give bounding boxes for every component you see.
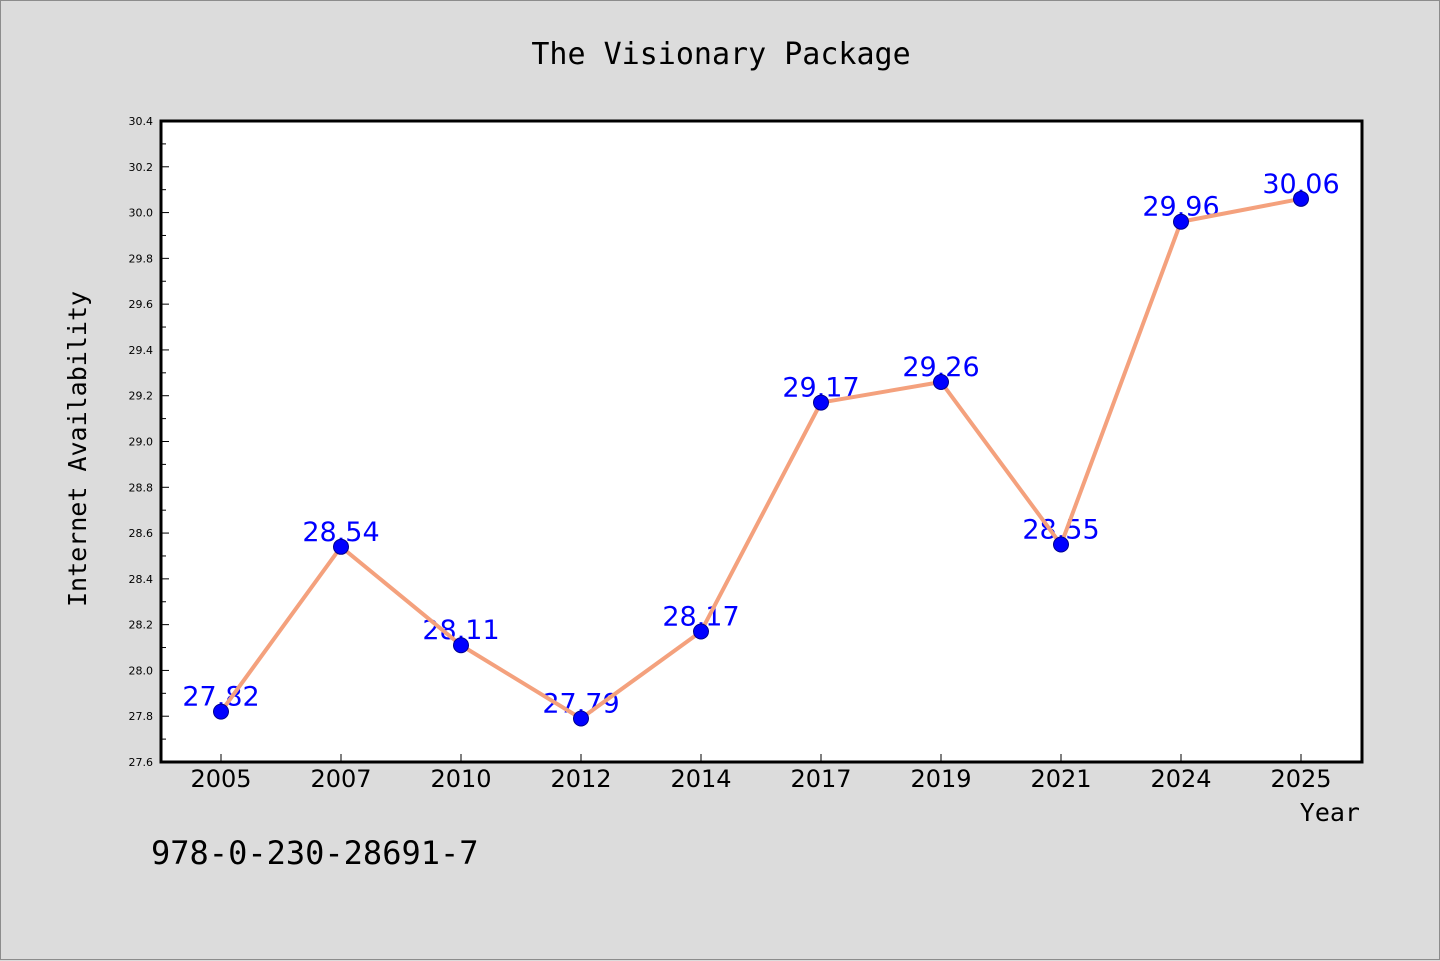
data-point xyxy=(453,637,469,654)
plot-area xyxy=(159,119,1364,764)
isbn-text: 978-0-230-28691-7 xyxy=(151,834,479,872)
y-axis: 27.6 27.8 28.0 28.2 28.4 28.6 28.8 29.0 29.2 29.4… xyxy=(129,115,169,769)
x-axis-label: Year xyxy=(1300,798,1360,827)
x-tick-label: 2024 xyxy=(1150,765,1211,793)
y-tick-label: 30.4 xyxy=(129,115,154,128)
y-tick-label: 27.6 xyxy=(129,756,154,769)
y-tick-label: 30.0 xyxy=(129,207,154,220)
data-point xyxy=(213,703,229,720)
y-tick-label: 29.8 xyxy=(129,252,154,265)
x-axis: 2005 2007 2010 2012 2014 2017 2019 2021 2024 2025 xyxy=(190,754,1332,793)
x-tick-label: 2014 xyxy=(670,765,731,793)
y-tick-label: 29.0 xyxy=(129,436,154,449)
series-line xyxy=(219,196,1302,721)
data-point xyxy=(813,394,829,411)
data-point xyxy=(573,710,589,727)
data-point xyxy=(1053,536,1069,553)
data-point xyxy=(1293,190,1309,207)
x-tick-label: 2012 xyxy=(550,765,611,793)
y-tick-label: 28.4 xyxy=(129,573,154,586)
chart-title: The Visionary Package xyxy=(531,37,910,72)
data-point xyxy=(693,623,709,640)
x-tick-label: 2010 xyxy=(430,765,491,793)
y-tick-label: 28.6 xyxy=(129,527,154,540)
x-tick-label: 2017 xyxy=(790,765,851,793)
y-axis-label: Internet Availability xyxy=(63,291,92,607)
x-tick-label: 2021 xyxy=(1030,765,1091,793)
y-tick-label: 28.8 xyxy=(129,481,154,494)
x-tick-label: 2007 xyxy=(310,765,371,793)
y-tick-label: 29.2 xyxy=(129,390,154,403)
y-tick-label: 29.4 xyxy=(129,344,154,357)
x-tick-label: 2019 xyxy=(910,765,971,793)
data-point xyxy=(1173,213,1189,230)
y-tick-label: 27.8 xyxy=(129,710,154,723)
x-tick-label: 2005 xyxy=(190,765,251,793)
data-point xyxy=(933,373,949,390)
y-tick-label: 28.0 xyxy=(129,664,154,677)
y-tick-label: 29.6 xyxy=(129,298,154,311)
x-tick-label: 2025 xyxy=(1270,765,1331,793)
y-tick-label: 28.2 xyxy=(129,619,154,632)
data-point xyxy=(333,538,349,555)
data-series xyxy=(213,190,1309,727)
y-tick-label: 30.2 xyxy=(129,161,154,174)
